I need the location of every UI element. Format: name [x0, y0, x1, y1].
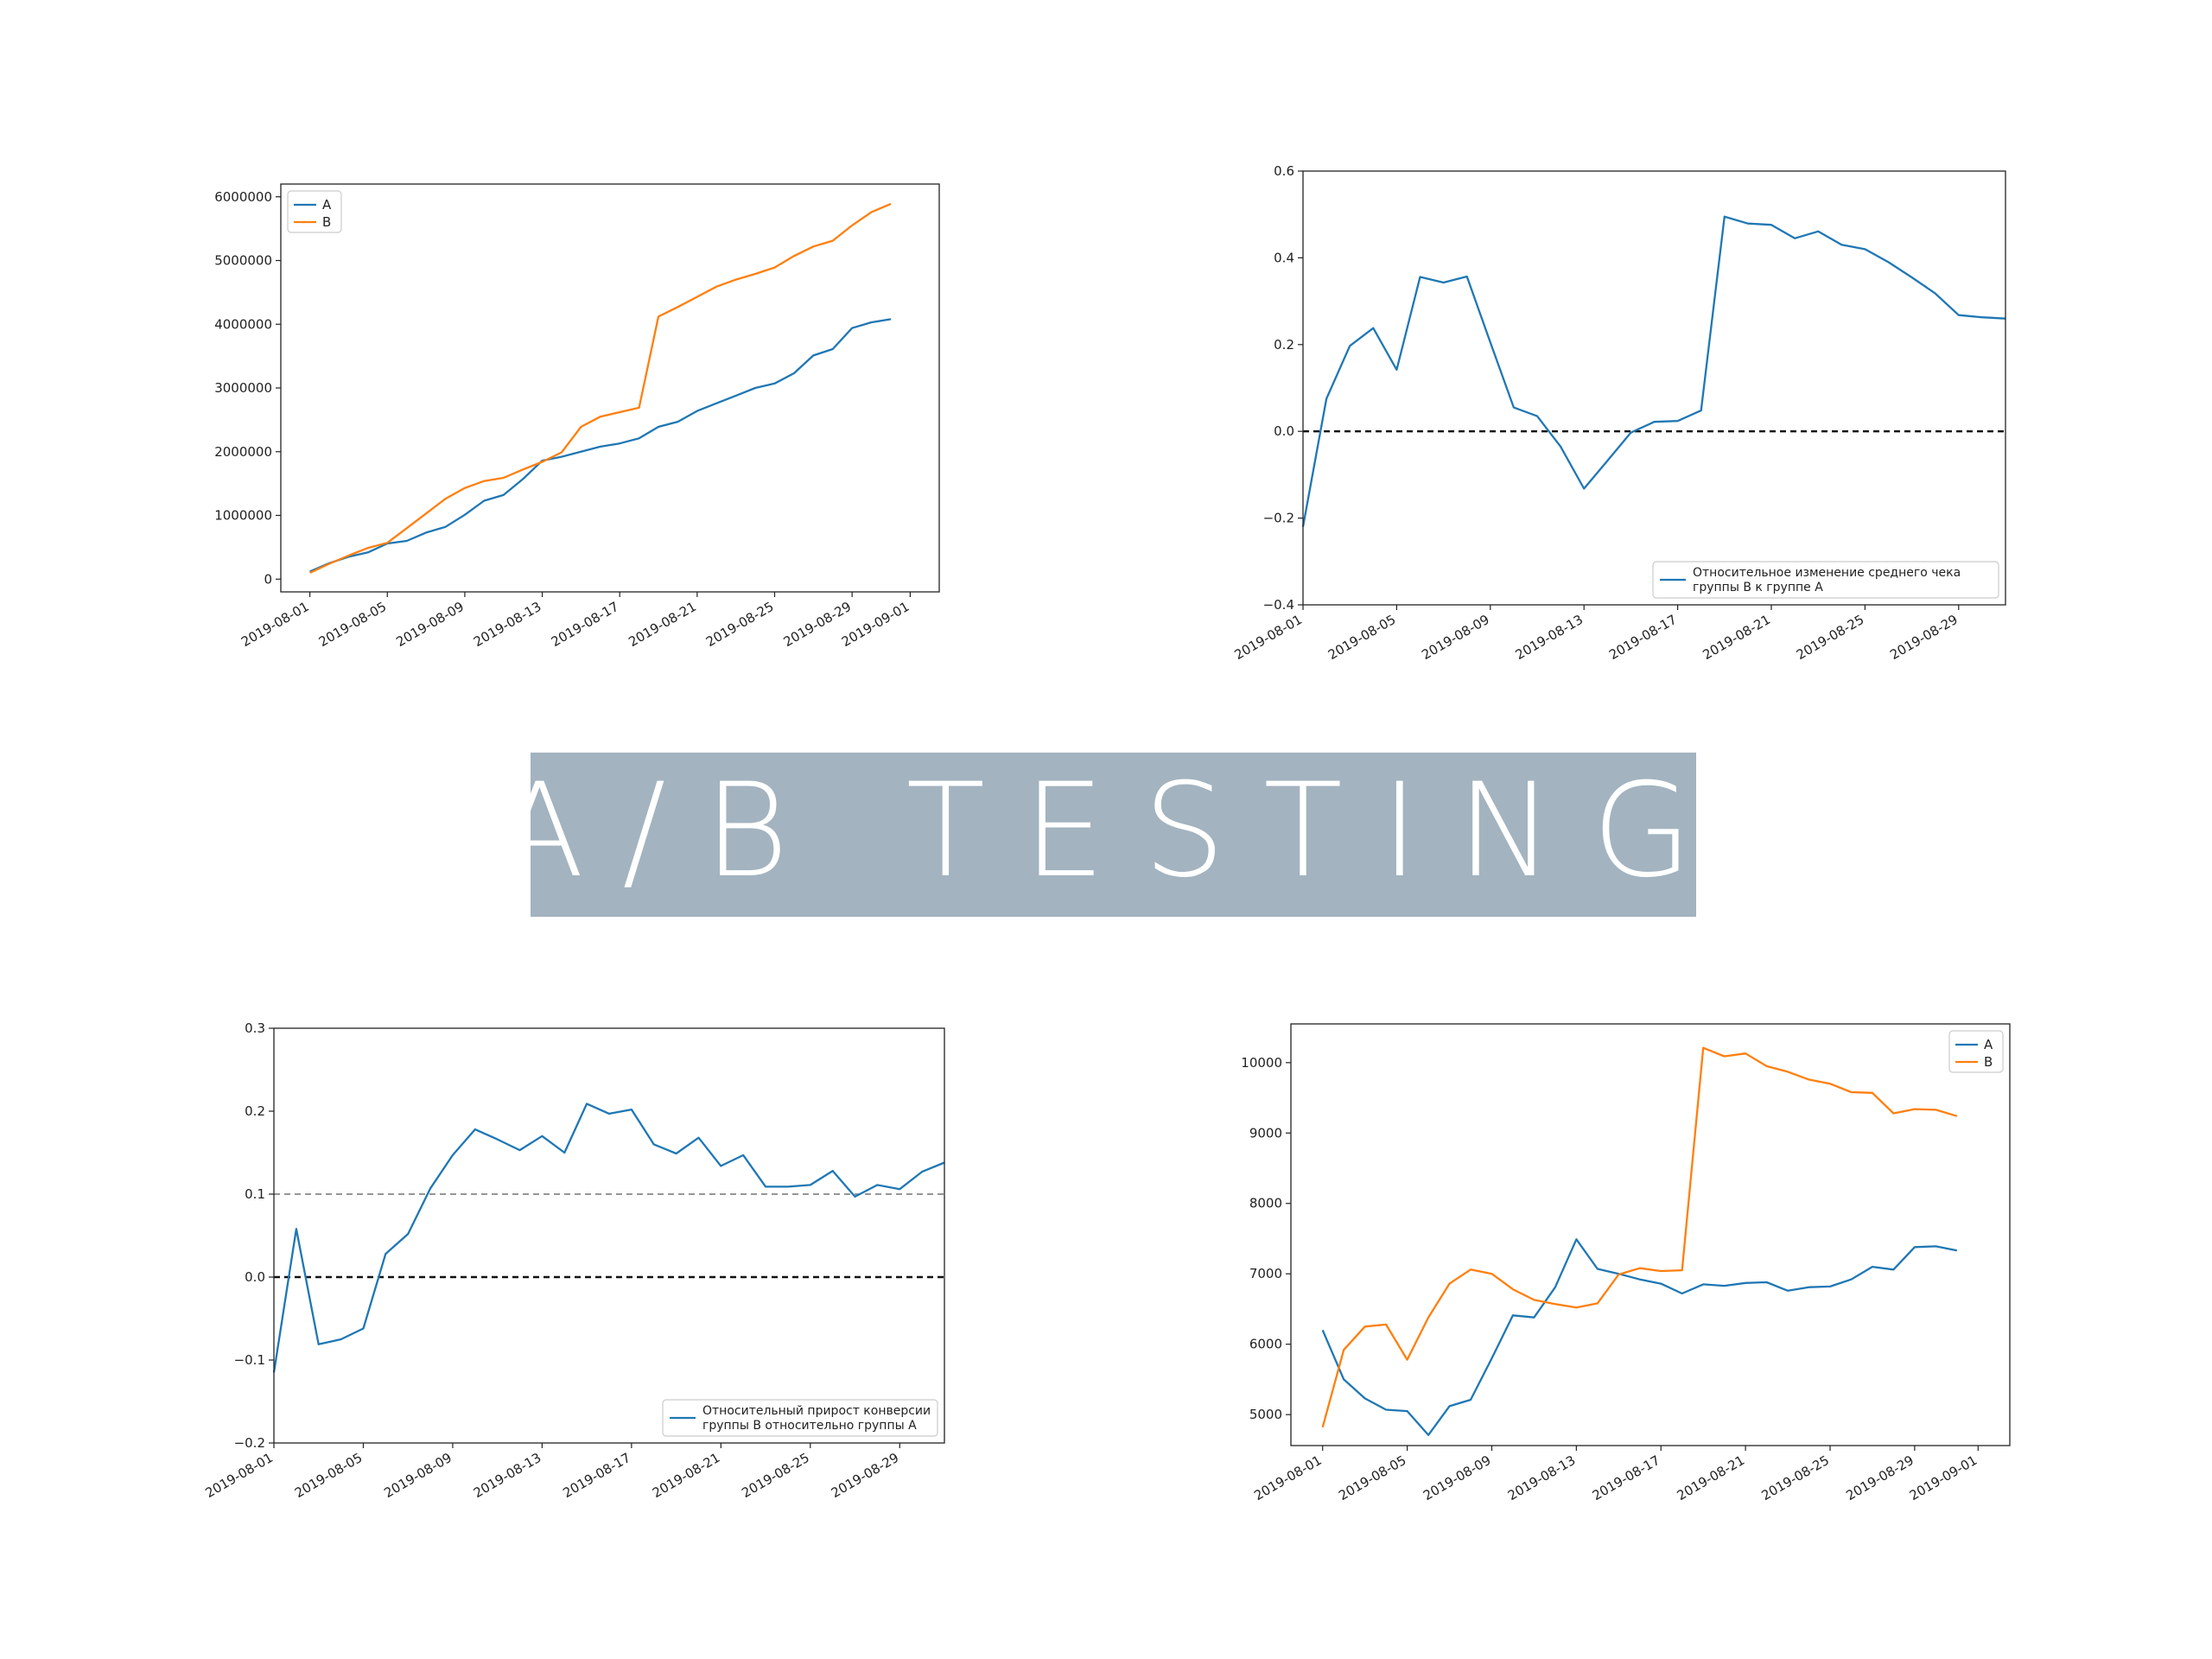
legend-label: Относительное изменение среднего чека: [1693, 566, 1961, 580]
x-tick-label: 2019-08-29: [829, 1450, 902, 1501]
x-tick-label: 2019-08-01: [1251, 1452, 1325, 1503]
y-tick-label: 0.4: [1274, 250, 1294, 265]
x-tick-label: 2019-08-29: [1843, 1452, 1916, 1503]
series-line-A: [309, 318, 892, 573]
x-tick-label: 2019-08-25: [1794, 612, 1867, 663]
y-tick-label: 1000000: [214, 508, 272, 524]
series-line-B: [1321, 1046, 1958, 1428]
y-tick-label: −0.2: [1263, 511, 1294, 526]
y-tick-label: 0.0: [1274, 423, 1294, 439]
legend-label-A: A: [322, 197, 332, 213]
legend-box: [287, 190, 342, 233]
x-tick-label: 2019-08-13: [471, 1450, 544, 1501]
x-tick-label: 2019-08-21: [1700, 612, 1773, 663]
x-tick-label: 2019-08-09: [393, 599, 467, 650]
y-tick-label: 0.2: [245, 1103, 265, 1119]
x-tick-label: 2019-08-05: [1325, 612, 1399, 663]
x-tick-label: 2019-08-05: [292, 1450, 365, 1501]
x-tick-label: 2019-08-13: [1513, 612, 1586, 663]
average-check-change-chart: −0.4 −0.2 0.0 0.2 0.4 0.6 2019-08-01 2019-08-05…: [1231, 163, 2006, 663]
x-tick-label: 2019-08-21: [626, 599, 699, 650]
y-tick-label: 0.6: [1274, 163, 1294, 179]
x-tick-label: 2019-08-25: [739, 1450, 812, 1501]
series-line-0: [272, 1103, 945, 1373]
x-tick-label: 2019-08-05: [1336, 1452, 1409, 1503]
y-tick-label: −0.2: [234, 1435, 265, 1451]
axes-frame: [1302, 170, 2006, 606]
x-tick-label: 2019-08-29: [1887, 612, 1961, 663]
y-tick-label: 6000: [1249, 1337, 1282, 1352]
series-line-0: [1301, 215, 2006, 527]
x-tick-label: 2019-09-01: [1907, 1452, 1980, 1503]
x-tick-label: 2019-08-25: [1758, 1452, 1832, 1503]
legend-label-B: B: [322, 214, 331, 230]
y-tick-label: 4000000: [214, 316, 272, 332]
y-tick-label: 2000000: [214, 444, 272, 460]
legend-label: группы B к группе A: [1693, 581, 1823, 594]
legend-label-B: B: [1984, 1054, 1993, 1070]
x-tick-label: 2019-08-17: [1590, 1452, 1663, 1503]
cumulative-revenue-chart: 0 1000000 2000000 3000000 4000000 5000000 6000…: [214, 183, 940, 650]
y-tick-label: 0: [264, 571, 272, 587]
y-tick-label: 5000: [1249, 1407, 1282, 1422]
x-tick-label: 2019-08-01: [202, 1450, 276, 1501]
x-tick-label: 2019-08-25: [703, 599, 777, 650]
x-tick-label: 2019-08-01: [1231, 612, 1305, 663]
x-tick-label: 2019-08-09: [381, 1450, 454, 1501]
legend-box: [662, 1399, 938, 1437]
y-tick-label: 10000: [1241, 1055, 1282, 1071]
y-tick-label: −0.4: [1263, 597, 1294, 613]
conversion-change-chart: −0.2 −0.1 0.0 0.1 0.2 0.3 2019-08-01 2019-08-05…: [202, 1020, 945, 1501]
banner-title-text: A/B TESTING: [496, 756, 1731, 906]
legend-label: группы B относительно группы A: [702, 1419, 917, 1433]
axes-frame: [280, 183, 940, 593]
legend-label-A: A: [1984, 1037, 1993, 1052]
title-banner: A/B TESTING: [496, 753, 1696, 917]
x-tick-label: 2019-08-05: [316, 599, 390, 650]
y-tick-label: −0.1: [234, 1352, 265, 1368]
y-tick-label: 0.2: [1274, 337, 1294, 353]
y-tick-label: 8000: [1249, 1196, 1282, 1211]
y-tick-label: 0.0: [245, 1269, 265, 1285]
x-tick-label: 2019-08-17: [1606, 612, 1680, 663]
y-tick-label: 9000: [1249, 1125, 1282, 1141]
legend-label: Относительный прирост конверсии: [702, 1404, 931, 1418]
axes-frame: [273, 1027, 945, 1444]
y-tick-label: 5000000: [214, 253, 272, 269]
x-tick-label: 2019-08-09: [1421, 1452, 1494, 1503]
y-tick-label: 0.3: [245, 1020, 265, 1036]
x-tick-label: 2019-08-17: [549, 599, 622, 650]
x-tick-label: 2019-08-01: [238, 599, 312, 650]
x-tick-label: 2019-08-21: [1675, 1452, 1748, 1503]
x-tick-label: 2019-08-09: [1419, 612, 1492, 663]
x-tick-label: 2019-08-17: [560, 1450, 633, 1501]
legend-box: [1948, 1030, 2004, 1073]
y-tick-label: 6000000: [214, 189, 272, 205]
y-tick-label: 0.1: [245, 1186, 265, 1202]
y-tick-label: 7000: [1249, 1266, 1282, 1281]
series-line-B: [309, 202, 892, 574]
x-tick-label: 2019-08-21: [650, 1450, 723, 1501]
y-tick-label: 3000000: [214, 380, 272, 396]
legend-box: [1652, 561, 1999, 599]
banner-title: A/B TESTING: [496, 756, 1693, 906]
axes-frame: [1290, 1023, 2011, 1446]
x-tick-label: 2019-08-13: [1505, 1452, 1579, 1503]
series-line-A: [1321, 1238, 1958, 1436]
x-tick-label: 2019-08-13: [471, 599, 544, 650]
